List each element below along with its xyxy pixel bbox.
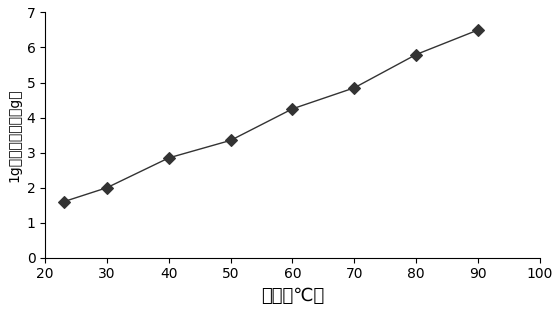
X-axis label: 温度（℃）: 温度（℃） <box>261 287 324 305</box>
Y-axis label: 1g溶硫剂溶硫量（g）: 1g溶硫剂溶硫量（g） <box>7 88 21 182</box>
